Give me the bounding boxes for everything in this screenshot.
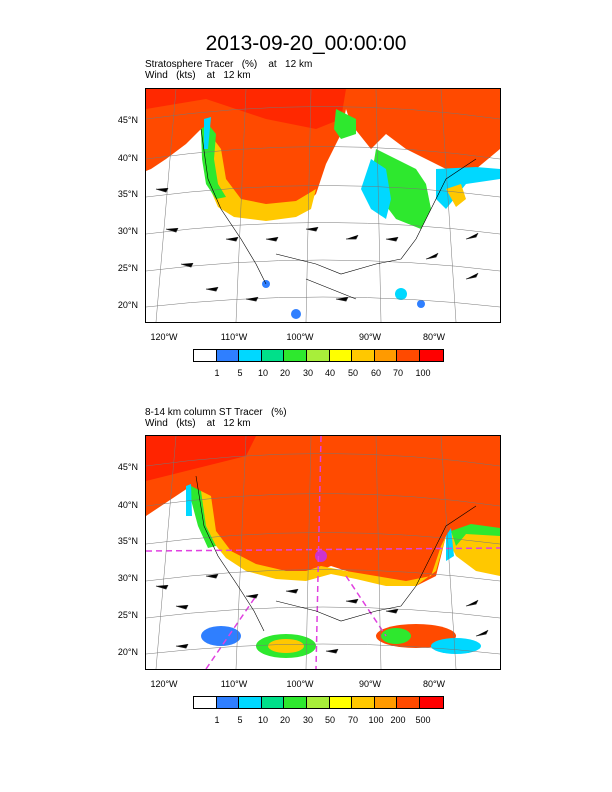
colorbar-swatch <box>261 697 285 708</box>
colorbar-swatch <box>352 697 375 708</box>
colorbar-swatch <box>306 350 330 361</box>
colorbar-label: 70 <box>347 715 358 725</box>
colorbar-swatch <box>194 697 217 708</box>
tracer-field-map-2 <box>146 436 500 669</box>
lat-label: 40°N <box>117 500 138 510</box>
lat-label: 45°N <box>117 462 138 472</box>
lat-label: 45°N <box>117 115 138 125</box>
colorbar-label: 70 <box>392 368 403 378</box>
colorbar-label: 1 <box>214 368 220 378</box>
lat-label: 20°N <box>117 300 138 310</box>
colorbar-label: 10 <box>257 368 268 378</box>
lon-label: 120°W <box>150 679 178 689</box>
lon-label: 90°W <box>358 679 382 689</box>
panel1-subtitle-line1: Stratosphere Tracer (%) at 12 km <box>145 59 313 70</box>
colorbar-label: 20 <box>279 715 290 725</box>
colorbar-swatch <box>419 350 443 361</box>
lon-label: 100°W <box>286 679 314 689</box>
colorbar-swatch <box>216 350 240 361</box>
colorbar-label: 50 <box>324 715 335 725</box>
colorbar-swatch <box>284 697 307 708</box>
colorbar-label: 40 <box>324 368 335 378</box>
lon-label: 120°W <box>150 332 178 342</box>
colorbar-swatch <box>329 697 353 708</box>
colorbar-swatch <box>397 350 420 361</box>
colorbar-swatch <box>261 350 285 361</box>
panel2-subtitle-line2: Wind (kts) at 12 km <box>145 418 251 429</box>
map-panel-stratosphere-tracer <box>145 88 501 323</box>
colorbar-label: 60 <box>370 368 381 378</box>
colorbar-2 <box>193 696 444 709</box>
lat-label: 30°N <box>117 226 138 236</box>
colorbar-swatch <box>194 350 217 361</box>
colorbar-label: 200 <box>390 715 406 725</box>
colorbar-label: 10 <box>257 715 268 725</box>
lon-label: 100°W <box>286 332 314 342</box>
lat-label: 25°N <box>117 263 138 273</box>
colorbar-swatch <box>374 697 398 708</box>
colorbar-swatch <box>419 697 443 708</box>
colorbar-swatch <box>352 350 375 361</box>
lat-label: 25°N <box>117 610 138 620</box>
colorbar-label: 30 <box>302 368 313 378</box>
lat-label: 35°N <box>117 536 138 546</box>
panel1-subtitle-line2: Wind (kts) at 12 km <box>145 70 251 81</box>
colorbar-swatch <box>306 697 330 708</box>
colorbar-label: 100 <box>368 715 384 725</box>
colorbar-swatch <box>284 350 307 361</box>
colorbar-swatch <box>216 697 240 708</box>
map-panel-column-st-tracer <box>145 435 501 670</box>
colorbar-swatch <box>374 350 398 361</box>
colorbar-label: 20 <box>279 368 290 378</box>
lat-label: 20°N <box>117 647 138 657</box>
lat-label: 40°N <box>117 153 138 163</box>
tracer-field-map-1 <box>146 89 500 322</box>
colorbar-swatch <box>239 350 262 361</box>
panel2-subtitle-line1: 8-14 km column ST Tracer (%) <box>145 407 287 418</box>
colorbar-label: 5 <box>237 368 243 378</box>
colorbar-label: 500 <box>415 715 431 725</box>
lon-label: 80°W <box>422 679 446 689</box>
lon-label: 110°W <box>220 332 248 342</box>
lon-label: 90°W <box>358 332 382 342</box>
colorbar-swatch <box>329 350 353 361</box>
colorbar-label: 30 <box>302 715 313 725</box>
colorbar-label: 1 <box>214 715 220 725</box>
colorbar-label: 5 <box>237 715 243 725</box>
colorbar-1 <box>193 349 444 362</box>
lat-label: 35°N <box>117 189 138 199</box>
colorbar-swatch <box>397 697 420 708</box>
page-title: 2013-09-20_00:00:00 <box>205 32 407 55</box>
lon-label: 80°W <box>422 332 446 342</box>
colorbar-swatch <box>239 697 262 708</box>
lat-label: 30°N <box>117 573 138 583</box>
colorbar-label: 50 <box>347 368 358 378</box>
lon-label: 110°W <box>220 679 248 689</box>
colorbar-label: 100 <box>415 368 431 378</box>
